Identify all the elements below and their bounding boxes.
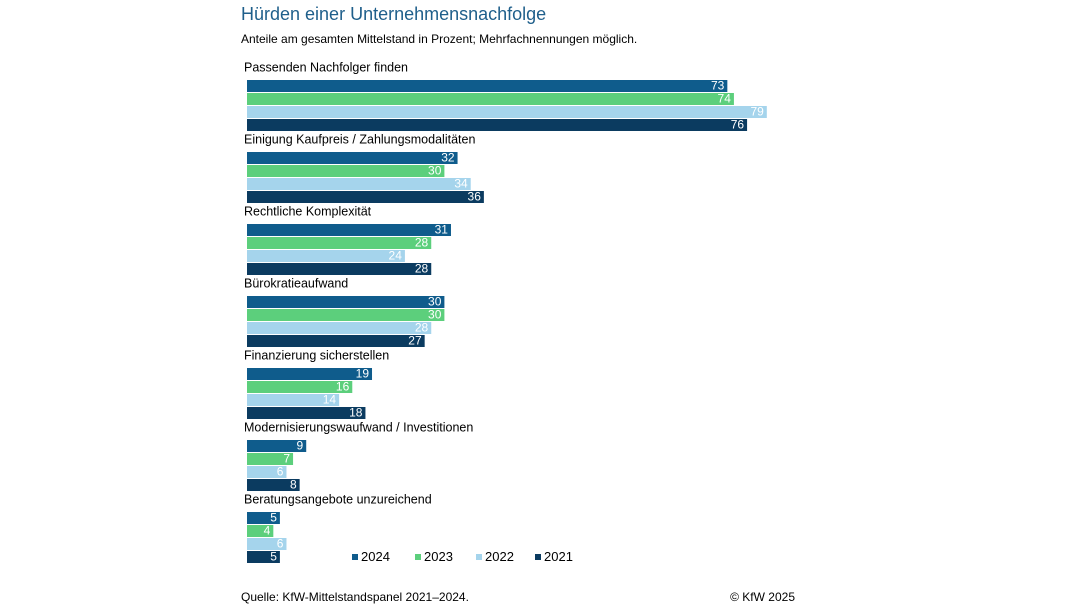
bar [247,119,748,131]
legend-swatch [476,554,482,560]
chart-title: Hürden einer Unternehmensnachfolge [241,4,546,24]
bar [247,296,445,308]
bar [247,394,340,406]
value-label: 24 [389,249,403,263]
bar [247,224,451,236]
value-label: 36 [468,190,482,204]
value-label: 31 [435,223,449,237]
copyright: © KfW 2025 [730,590,795,604]
bar [247,453,294,465]
value-label: 79 [750,105,764,119]
bar [247,165,445,177]
bar [247,551,280,563]
bar [247,525,274,537]
bar [247,191,484,203]
category-label: Modernisierungswaufwand / Investitionen [244,420,473,434]
legend-label: 2024 [361,549,390,564]
bar [247,152,458,164]
legend-label: 2021 [544,549,573,564]
bar [247,80,728,92]
bar [247,440,307,452]
category-label: Passenden Nachfolger finden [244,60,408,74]
chart-subtitle: Anteile am gesamten Mittelstand in Proze… [241,32,637,46]
value-label: 19 [356,367,370,381]
value-label: 5 [270,511,277,525]
bar [247,106,767,118]
value-label: 30 [428,164,442,178]
bar [247,381,353,393]
bar [247,538,287,550]
legend-label: 2023 [424,549,453,564]
value-label: 16 [336,380,350,394]
value-label: 30 [428,295,442,309]
value-label: 18 [349,406,363,420]
bar [247,512,280,524]
value-label: 8 [290,478,297,492]
bar [247,250,405,262]
bar [247,237,432,249]
bar [247,322,432,334]
source-note: Quelle: KfW-Mittelstandspanel 2021–2024. [241,590,469,604]
value-label: 5 [270,550,277,564]
category-label: Rechtliche Komplexität [244,204,372,218]
bar [247,335,425,347]
value-label: 6 [277,537,284,551]
category-label: Bürokratieaufwand [244,276,348,290]
value-label: 7 [283,452,290,466]
bar [247,178,471,190]
value-label: 14 [323,393,337,407]
value-label: 34 [454,177,468,191]
legend-label: 2022 [485,549,514,564]
bar [247,407,366,419]
value-label: 32 [441,151,455,165]
value-label: 27 [408,334,422,348]
value-label: 28 [415,262,429,276]
bar [247,466,287,478]
value-label: 76 [731,118,745,132]
value-label: 28 [415,321,429,335]
legend-swatch [535,554,541,560]
bar [247,479,300,491]
value-label: 74 [718,92,732,106]
bar [247,309,445,321]
value-label: 73 [711,79,725,93]
category-label: Finanzierung sicherstellen [244,348,389,362]
value-label: 4 [264,524,271,538]
value-label: 6 [277,465,284,479]
bar [247,263,432,275]
bar [247,368,373,380]
value-label: 9 [297,439,304,453]
value-label: 28 [415,236,429,250]
bar [247,93,734,105]
value-label: 30 [428,308,442,322]
category-label: Einigung Kaufpreis / Zahlungsmodalitäten [244,132,475,146]
legend-swatch [352,554,358,560]
category-label: Beratungsangebote unzureichend [244,492,432,506]
legend-swatch [415,554,421,560]
